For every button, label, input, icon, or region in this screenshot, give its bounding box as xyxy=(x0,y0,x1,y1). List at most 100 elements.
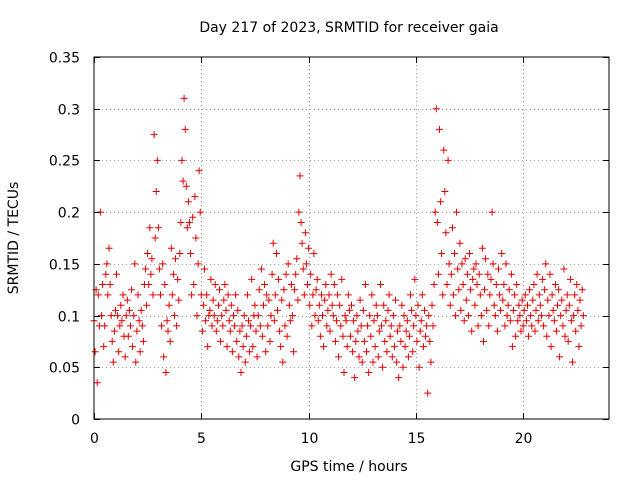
data-point xyxy=(348,301,355,309)
data-point xyxy=(563,291,571,299)
data-point xyxy=(175,296,183,304)
data-point xyxy=(239,343,247,351)
data-point xyxy=(524,301,531,309)
data-point xyxy=(276,327,284,335)
data-point xyxy=(344,291,352,299)
data-point xyxy=(421,306,428,314)
data-point xyxy=(136,348,144,356)
data-point xyxy=(442,229,450,237)
data-point xyxy=(316,332,324,340)
data-point xyxy=(320,343,328,351)
data-point xyxy=(537,312,545,320)
data-point xyxy=(241,358,249,366)
data-point xyxy=(258,332,266,340)
data-point xyxy=(295,208,303,216)
data-point xyxy=(481,286,488,294)
data-point xyxy=(336,301,344,309)
data-point xyxy=(577,322,585,330)
data-point xyxy=(326,327,334,335)
data-point xyxy=(560,265,568,273)
data-point xyxy=(286,317,294,325)
data-point xyxy=(518,296,526,304)
x-tick-label: 10 xyxy=(301,431,319,447)
data-point xyxy=(502,260,510,268)
data-point xyxy=(307,270,315,278)
data-point xyxy=(217,337,225,345)
data-point xyxy=(309,291,317,299)
data-point xyxy=(564,337,572,345)
data-point xyxy=(310,250,318,257)
data-point xyxy=(94,291,102,299)
data-point xyxy=(183,224,191,232)
data-point xyxy=(110,327,118,335)
data-point xyxy=(428,301,436,309)
data-point xyxy=(374,353,382,361)
data-point xyxy=(271,291,279,299)
data-point xyxy=(427,358,435,366)
data-point xyxy=(372,301,380,309)
data-point xyxy=(203,291,211,299)
data-point xyxy=(525,332,532,340)
data-point xyxy=(375,327,383,335)
data-point xyxy=(325,291,333,299)
data-point xyxy=(441,188,449,195)
data-point xyxy=(489,260,497,268)
x-tick-label: 0 xyxy=(90,431,99,447)
data-point xyxy=(236,327,244,335)
data-point xyxy=(358,358,366,366)
data-point xyxy=(266,337,274,345)
data-point xyxy=(188,291,196,299)
data-point xyxy=(527,312,535,320)
data-point xyxy=(343,343,351,351)
data-point xyxy=(296,172,304,180)
data-point xyxy=(366,312,374,320)
data-point xyxy=(135,317,143,325)
data-point xyxy=(544,296,552,304)
data-point xyxy=(493,327,501,335)
data-point xyxy=(333,317,340,325)
data-point xyxy=(392,296,399,304)
data-point xyxy=(515,301,523,309)
data-point xyxy=(311,312,319,320)
data-point xyxy=(335,353,343,361)
data-point xyxy=(116,322,124,330)
data-point xyxy=(227,301,235,309)
data-point xyxy=(419,343,427,351)
data-point xyxy=(522,317,530,325)
data-point xyxy=(150,131,158,139)
data-point xyxy=(418,291,426,299)
data-point xyxy=(394,327,402,335)
data-point xyxy=(575,343,583,351)
data-point xyxy=(243,291,251,299)
data-point xyxy=(532,306,540,314)
data-point xyxy=(146,224,154,232)
data-point xyxy=(232,291,240,299)
y-tick-label: 0.25 xyxy=(49,154,80,170)
data-point xyxy=(103,260,111,268)
data-point xyxy=(308,322,316,330)
data-point xyxy=(488,208,496,216)
data-point xyxy=(547,343,555,351)
data-point xyxy=(550,317,558,325)
data-point xyxy=(318,291,325,299)
data-point xyxy=(154,224,162,232)
data-point xyxy=(297,219,305,226)
data-point xyxy=(153,156,161,164)
data-point xyxy=(483,306,491,314)
data-point xyxy=(578,286,586,294)
data-point xyxy=(579,312,587,320)
grid-lines xyxy=(94,57,609,419)
data-point xyxy=(425,312,433,320)
data-point xyxy=(240,312,248,320)
data-point xyxy=(292,270,300,278)
data-point xyxy=(561,332,569,340)
data-point xyxy=(417,317,425,325)
data-point xyxy=(423,322,431,330)
data-point xyxy=(224,291,232,299)
data-point xyxy=(287,281,295,288)
data-point xyxy=(165,301,173,309)
data-point xyxy=(500,281,508,288)
data-point xyxy=(475,270,483,278)
data-point xyxy=(249,343,257,351)
data-point xyxy=(182,182,190,190)
